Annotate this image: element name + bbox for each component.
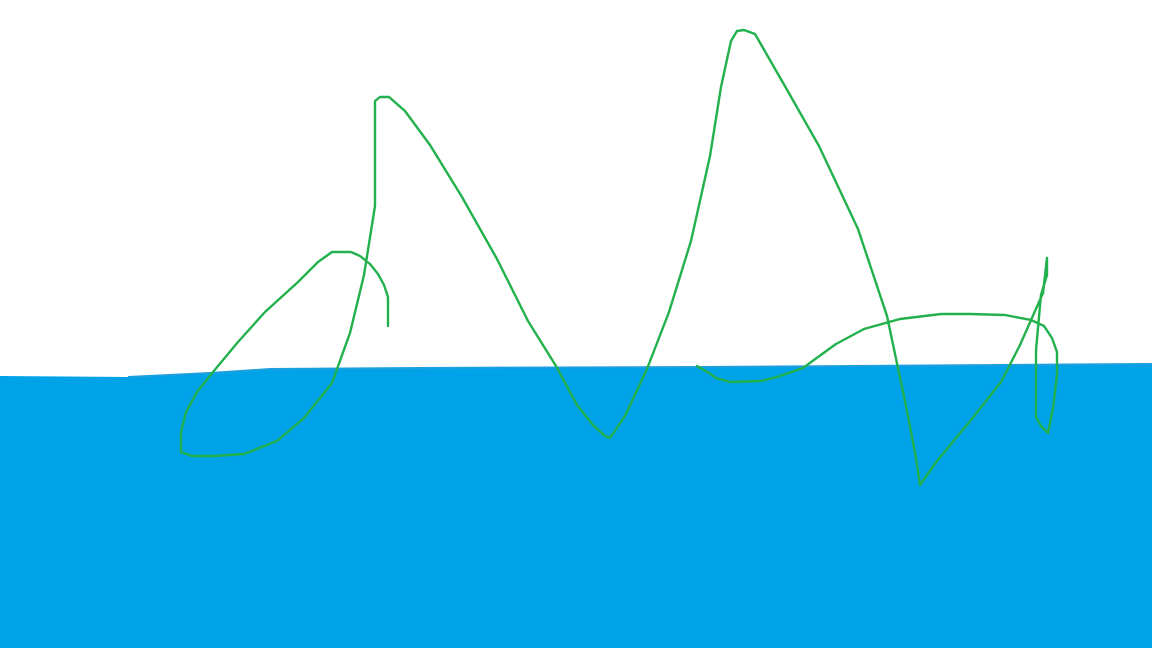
green-scribble-line — [179, 28, 1059, 487]
waterline-stroke — [127, 363, 1152, 378]
water-area — [0, 364, 1152, 648]
